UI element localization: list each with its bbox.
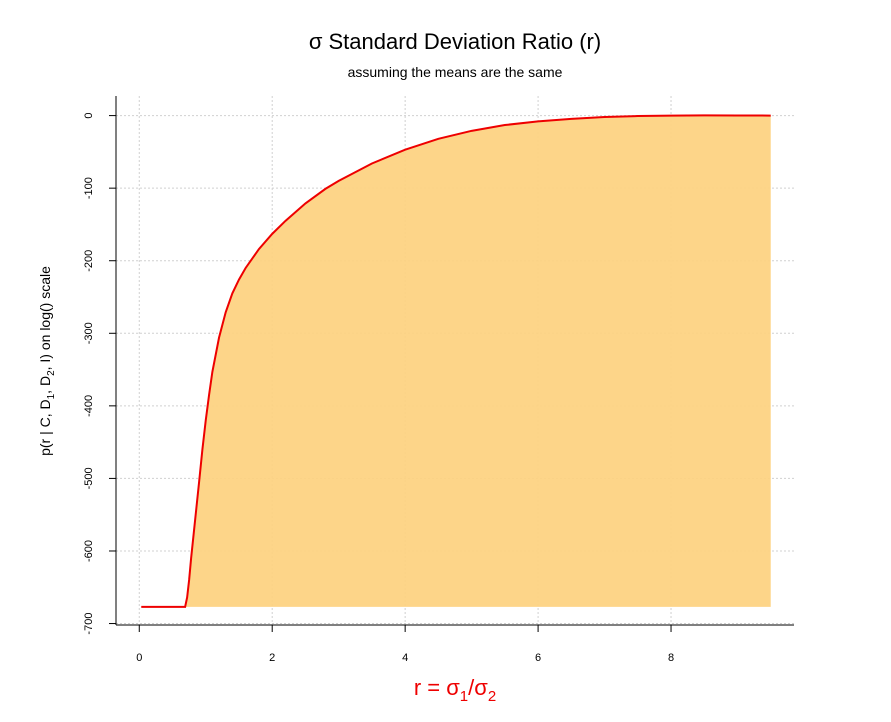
x-tick-label: 6 — [535, 652, 541, 664]
x-ticks: 0 2 4 6 8 — [136, 625, 674, 664]
y-axis-label-p1: p(r | C, D — [37, 399, 53, 456]
x-tick-label: 2 — [269, 652, 275, 664]
axes — [115, 96, 794, 626]
y-axis-label-s2: 2 — [46, 370, 57, 376]
y-tick-label: -400 — [83, 395, 95, 417]
y-axis-label: p(r | C, D1, D2, I) on log() scale — [37, 266, 57, 456]
y-tick-label: -300 — [83, 322, 95, 344]
x-axis-label: r = σ1/σ2 — [414, 675, 496, 705]
y-axis-label-s1: 1 — [46, 393, 57, 399]
chart-subtitle: assuming the means are the same — [348, 64, 563, 80]
x-tick-label: 0 — [136, 652, 142, 664]
y-tick-label: -100 — [83, 177, 95, 199]
chart-title: σ Standard Deviation Ratio (r) — [309, 29, 601, 54]
y-ticks: 0 -100 -200 -300 -400 -500 -600 -700 — [83, 113, 116, 635]
y-axis-label-p2: , D — [37, 376, 53, 394]
area-fill — [141, 115, 771, 607]
x-axis-label-mid: /σ — [468, 675, 488, 700]
x-tick-label: 8 — [668, 652, 674, 664]
y-tick-label: -500 — [83, 467, 95, 489]
series-line — [141, 114, 771, 608]
y-tick-label: -700 — [83, 613, 95, 635]
y-tick-label: -200 — [83, 250, 95, 272]
x-axis-label-base: r = σ — [414, 675, 460, 700]
y-tick-label: -600 — [83, 540, 95, 562]
x-axis-label-sub2: 2 — [488, 688, 496, 705]
x-axis-label-sub1: 1 — [460, 688, 468, 705]
x-tick-label: 4 — [402, 652, 408, 664]
y-axis-label-p3: , I) on log() scale — [37, 266, 53, 370]
y-tick-label: 0 — [83, 113, 95, 119]
